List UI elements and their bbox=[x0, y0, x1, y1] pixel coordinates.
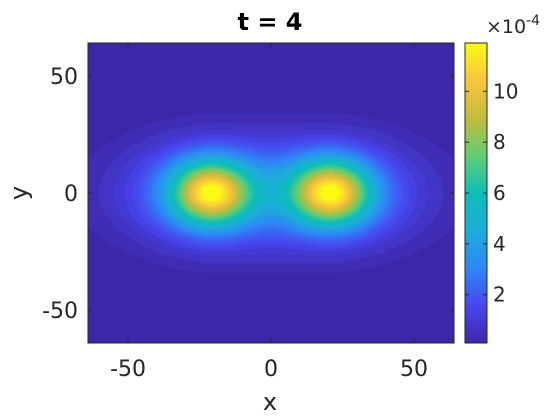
y-tick-label: 0 bbox=[64, 182, 78, 207]
y-tick-label: 50 bbox=[50, 65, 78, 90]
chart-title: t = 4 bbox=[238, 8, 303, 36]
heatmap-plot-area bbox=[88, 43, 454, 343]
x-axis-label: x bbox=[263, 388, 277, 416]
y-axis-label: y bbox=[5, 186, 33, 200]
colorbar-tick-label: 2 bbox=[493, 283, 506, 307]
y-tick-label: -50 bbox=[42, 299, 78, 324]
colorbar-ticks: 2 4 6 8 10 bbox=[465, 79, 518, 307]
colorbar-tick-label: 4 bbox=[493, 232, 506, 256]
colorbar-multiplier: ×10-4 bbox=[486, 13, 540, 38]
x-tick-label: 50 bbox=[400, 357, 428, 382]
colorbar-tick-label: 10 bbox=[493, 79, 518, 103]
y-axis-ticks: 50 0 -50 bbox=[42, 65, 454, 324]
colorbar-tick-label: 6 bbox=[493, 181, 506, 205]
colorbar-multiplier-base: ×10 bbox=[486, 16, 526, 38]
x-axis-ticks: -50 0 50 bbox=[110, 43, 428, 382]
x-tick-label: -50 bbox=[110, 357, 146, 382]
colorbar-tick-label: 8 bbox=[493, 130, 506, 154]
x-tick-label: 0 bbox=[264, 357, 278, 382]
colorbar-multiplier-exponent: -4 bbox=[526, 13, 540, 29]
